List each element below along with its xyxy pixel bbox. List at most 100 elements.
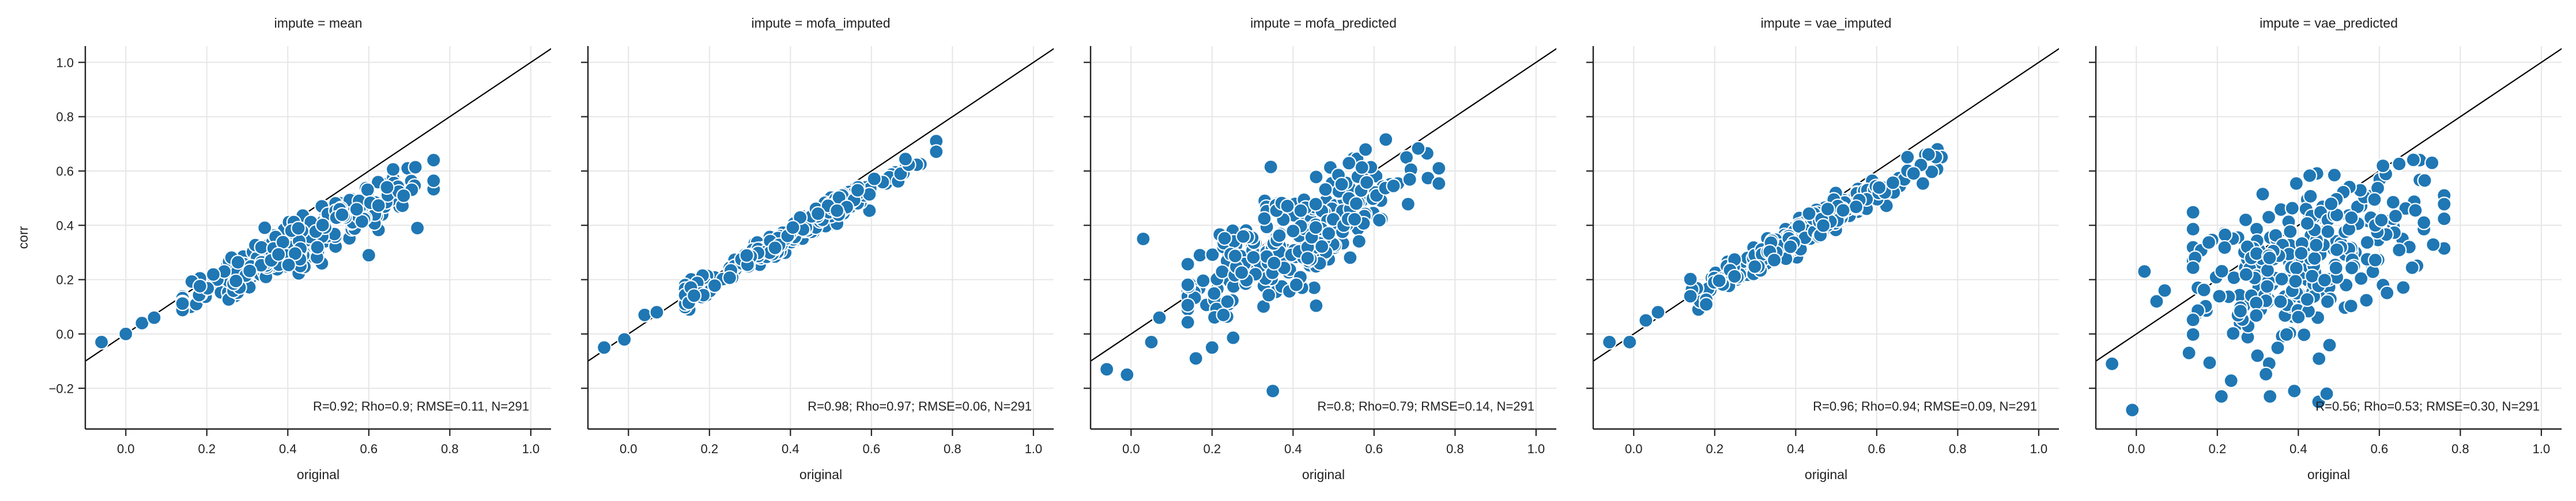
scatter-point <box>1347 211 1363 227</box>
scatter-point <box>2367 252 2383 268</box>
scatter-point <box>242 263 258 279</box>
scatter-point <box>1334 176 1349 192</box>
scatter-point <box>408 160 423 175</box>
scatter-point <box>1220 294 1235 309</box>
scatter-point <box>1180 256 1195 272</box>
scatter-point <box>1225 330 1241 346</box>
stats-annotation: R=0.56; Rho=0.53; RMSE=0.30, N=291 <box>2315 399 2540 413</box>
scatter-point <box>2379 285 2395 301</box>
scatter-point <box>2324 196 2339 212</box>
scatter-point <box>2405 152 2421 168</box>
x-tick-label: 0.2 <box>700 442 718 456</box>
scatter-point <box>2359 293 2374 308</box>
scatter-point <box>2262 389 2278 404</box>
x-axis-label: original <box>1805 467 1847 482</box>
scatter-point <box>1206 286 1222 301</box>
scatter-point <box>2213 389 2229 404</box>
scatter-point <box>2328 260 2344 276</box>
scatter-point <box>2426 237 2441 252</box>
scatter-point <box>2284 200 2300 216</box>
scatter-point <box>2260 279 2275 294</box>
scatter-point <box>2104 356 2120 371</box>
scatter-point <box>1900 149 1915 165</box>
scatter-point <box>1915 176 1931 191</box>
stats-annotation: R=0.8; Rho=0.79; RMSE=0.14, N=291 <box>1317 399 1534 413</box>
scatter-point <box>2396 280 2411 295</box>
scatter-point <box>396 188 412 203</box>
scatter-point <box>2226 325 2241 341</box>
stats-annotation: R=0.92; Rho=0.9; RMSE=0.11, N=291 <box>313 399 529 413</box>
scatter-point <box>1410 141 1426 156</box>
scatter-point <box>310 240 325 255</box>
scatter-point <box>379 180 395 195</box>
scatter-point <box>2149 294 2164 309</box>
scatter-point <box>2309 237 2324 253</box>
facet-panel-3: 0.0 0.2 0.4 0.6 0.8 1.0 impute = mofa_predicte… <box>1084 16 1556 482</box>
scatter-point <box>2307 251 2322 266</box>
scatter-point <box>2317 272 2333 288</box>
scatter-point <box>2359 234 2375 251</box>
scatter-point <box>1308 196 1323 212</box>
scatter-point <box>1431 176 1447 191</box>
scatter-point <box>2201 234 2217 251</box>
scatter-point <box>1180 314 1195 330</box>
x-tick-label: 1.0 <box>522 442 540 456</box>
scatter-point <box>291 221 306 236</box>
facet-title: impute = mean <box>274 16 363 31</box>
scatter-point <box>793 210 808 225</box>
scatter-point <box>686 288 702 303</box>
scatter-point <box>2212 289 2227 304</box>
scatter-point <box>1727 268 1743 284</box>
scatter-point <box>2249 246 2265 261</box>
facet-title: impute = mofa_predicted <box>1250 16 1397 31</box>
scatter-point <box>192 278 208 294</box>
scatter-point <box>2329 242 2345 257</box>
scatter-point <box>2202 355 2217 371</box>
x-tick-label: 0.8 <box>944 442 961 456</box>
scatter-point <box>1815 218 1831 233</box>
scatter-point <box>1820 201 1835 217</box>
scatter-point <box>2217 227 2233 242</box>
scatter-point <box>228 273 244 289</box>
scatter-point <box>1848 199 1864 215</box>
scatter-point <box>1351 234 1367 249</box>
scatter-point <box>2437 196 2452 212</box>
scatter-point <box>205 267 221 282</box>
y-tick-label: 1.0 <box>56 55 74 70</box>
x-tick-label: 0.6 <box>2371 442 2389 456</box>
scatter-point <box>1885 175 1901 191</box>
scatter-point <box>1308 169 1324 185</box>
x-tick-label: 0.6 <box>360 442 378 456</box>
scatter-point <box>2249 295 2264 311</box>
scatter-point <box>1195 273 1211 289</box>
facet-title: impute = vae_imputed <box>1761 16 1892 31</box>
scatter-point <box>1217 230 1232 246</box>
scatter-point <box>2125 402 2140 418</box>
scatter-point <box>2196 282 2212 298</box>
scatter-point <box>785 219 801 236</box>
scatter-point <box>2344 210 2359 226</box>
x-tick-label: 0.6 <box>1366 442 1383 456</box>
x-tick-label: 0.2 <box>1706 442 1723 456</box>
scatter-point <box>1192 248 1208 263</box>
scatter-point <box>257 220 273 236</box>
scatter-point <box>271 246 286 262</box>
scatter-point <box>2385 195 2401 210</box>
scatter-point <box>1234 265 1250 280</box>
scatter-point <box>1683 289 1698 304</box>
scatter-point <box>2392 242 2407 258</box>
scatter-point <box>810 206 826 222</box>
scatter-point <box>1402 172 1417 187</box>
scatter-point <box>1235 229 1251 244</box>
scatter-point <box>2374 212 2389 228</box>
scatter-point <box>1354 160 1370 175</box>
x-tick-label: 0.4 <box>279 442 297 456</box>
scatter-point <box>2404 260 2420 275</box>
scatter-point <box>2214 263 2230 279</box>
scatter-point <box>2319 294 2335 309</box>
scatter-point <box>1791 219 1807 234</box>
scatter-point <box>1261 287 1277 303</box>
scatter-point <box>1300 251 1315 266</box>
